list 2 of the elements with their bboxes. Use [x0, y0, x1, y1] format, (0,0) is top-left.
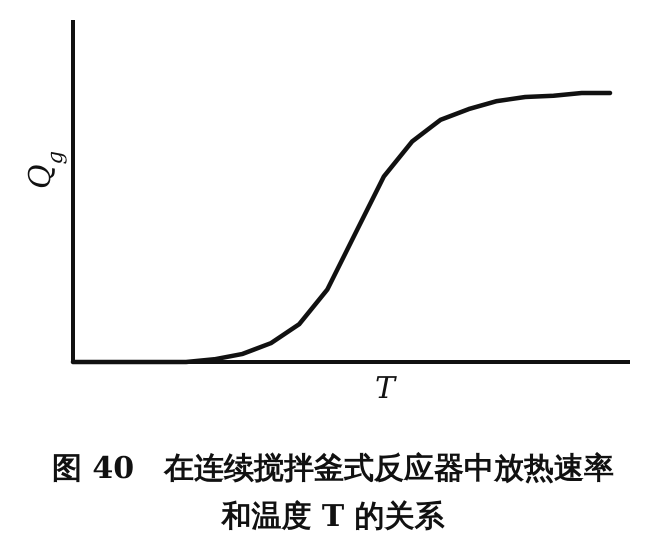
x-axis-title: T — [374, 371, 397, 406]
text: 图 40 在连续搅拌釜式反应器中放热速率和温度 T 的关系 — [50, 450, 616, 536]
